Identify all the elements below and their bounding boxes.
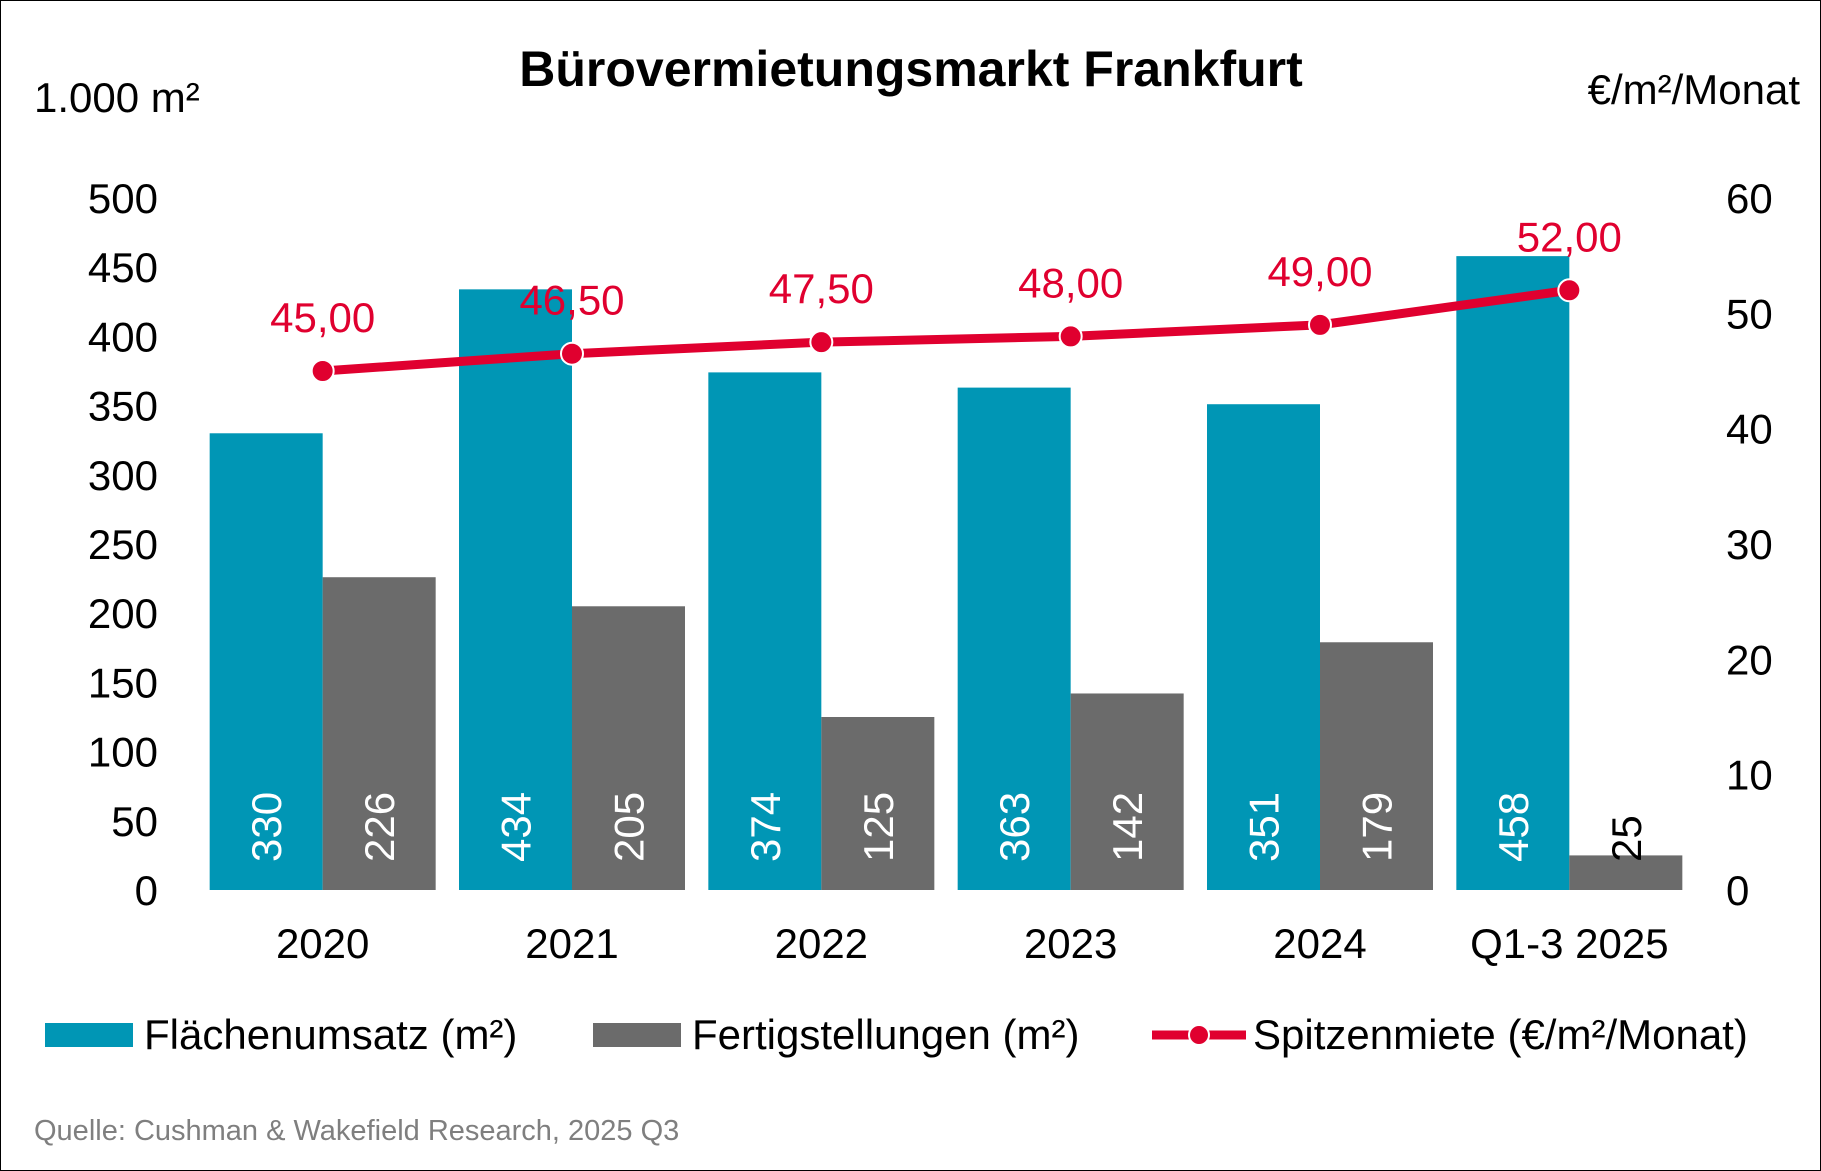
- point-spitzenmiete: [1557, 278, 1582, 303]
- legend-label-flaechenumsatz: Flächenumsatz (m²): [144, 1011, 517, 1058]
- bar-fertigstellungen: [821, 717, 935, 890]
- y-tick-right-label: 30: [1726, 521, 1773, 568]
- y-tick-right-label: 50: [1726, 290, 1773, 337]
- bar-label-fertigstellungen: 25: [1603, 815, 1650, 862]
- y-tick-left-label: 300: [88, 452, 158, 499]
- x-tick-label: 2020: [276, 920, 369, 967]
- bar-label-fertigstellungen: 142: [1104, 792, 1151, 862]
- y-tick-right-label: 40: [1726, 406, 1773, 453]
- x-tick-label: 2024: [1273, 920, 1366, 967]
- y-tick-left-label: 250: [88, 521, 158, 568]
- legend-swatch-flaechenumsatz: [45, 1023, 133, 1047]
- y-axis-left-ticks: 0 50 100 150 200 250 300 350 400 450 500: [88, 175, 158, 914]
- legend-marker-spitzenmiete: [1188, 1024, 1210, 1046]
- legend-item-fertigstellungen: Fertigstellungen (m²): [593, 1011, 1079, 1058]
- y-tick-right-label: 10: [1726, 752, 1773, 799]
- y-tick-left-label: 500: [88, 175, 158, 222]
- bar-label-flaechenumsatz: 458: [1490, 792, 1537, 862]
- legend-item-flaechenumsatz: Flächenumsatz (m²): [45, 1011, 517, 1058]
- point-spitzenmiete: [1058, 324, 1083, 349]
- y-tick-left-label: 100: [88, 729, 158, 776]
- bar-flaechenumsatz: [209, 433, 323, 890]
- data-label-spitzenmiete: 52,00: [1517, 213, 1622, 260]
- y-tick-right-label: 0: [1726, 867, 1749, 914]
- bar-flaechenumsatz: [459, 289, 572, 890]
- bars-layer: 330 226 434 205 374 125 363 142 351 179 458 25: [209, 256, 1683, 890]
- legend-label-fertigstellungen: Fertigstellungen (m²): [692, 1011, 1079, 1058]
- bar-label-flaechenumsatz: 434: [493, 792, 540, 862]
- bar-fertigstellungen: [1070, 693, 1184, 890]
- legend-item-spitzenmiete: Spitzenmiete (€/m²/Monat): [1152, 1011, 1748, 1058]
- y-tick-left-label: 0: [135, 867, 158, 914]
- bar-flaechenumsatz: [1456, 256, 1570, 890]
- bar-flaechenumsatz: [708, 372, 822, 890]
- data-label-spitzenmiete: 47,50: [769, 265, 874, 312]
- y-tick-right-label: 60: [1726, 175, 1773, 222]
- source-note: Quelle: Cushman & Wakefield Research, 20…: [34, 1115, 679, 1147]
- bar-label-fertigstellungen: 226: [356, 792, 403, 862]
- chart-title: Bürovermietungsmarkt Frankfurt: [519, 41, 1303, 97]
- x-tick-label: 2021: [525, 920, 618, 967]
- bar-label-flaechenumsatz: 351: [1241, 792, 1288, 862]
- point-spitzenmiete: [1308, 312, 1332, 337]
- data-label-spitzenmiete: 49,00: [1267, 248, 1372, 295]
- x-tick-label: Q1-3 2025: [1470, 920, 1668, 967]
- bar-flaechenumsatz: [1207, 404, 1320, 890]
- bar-fertigstellungen: [322, 577, 436, 890]
- bar-label-flaechenumsatz: 374: [742, 792, 789, 862]
- x-tick-label: 2022: [775, 920, 868, 967]
- x-axis-ticks: 2020 2021 2022 2023 2024 Q1-3 2025: [276, 920, 1669, 967]
- y-axis-right-label: €/m²/Monat: [1588, 66, 1801, 113]
- line-spitzenmiete: [318, 285, 1574, 376]
- bar-label-fertigstellungen: 205: [606, 792, 653, 862]
- bar-fertigstellungen: [572, 606, 685, 890]
- legend-label-spitzenmiete: Spitzenmiete (€/m²/Monat): [1253, 1011, 1748, 1058]
- data-label-spitzenmiete: 46,50: [519, 277, 624, 324]
- point-spitzenmiete: [310, 359, 335, 383]
- bar-label-flaechenumsatz: 363: [991, 792, 1038, 862]
- y-axis-right-ticks: 0 10 20 30 40 50 60: [1726, 175, 1773, 914]
- data-label-spitzenmiete: 45,00: [270, 294, 375, 341]
- bar-flaechenumsatz: [957, 387, 1071, 890]
- bar-fertigstellungen: [1569, 855, 1683, 890]
- y-tick-left-label: 50: [111, 798, 158, 845]
- bar-label-flaechenumsatz: 330: [243, 792, 290, 862]
- y-tick-right-label: 20: [1726, 636, 1773, 683]
- line-layer: 45,00 46,50 47,50 48,00 49,00 52,00: [270, 213, 1622, 383]
- legend-swatch-fertigstellungen: [593, 1023, 681, 1047]
- legend: Flächenumsatz (m²) Fertigstellungen (m²)…: [45, 1011, 1748, 1058]
- x-tick-label: 2023: [1024, 920, 1117, 967]
- bar-label-fertigstellungen: 179: [1354, 792, 1401, 862]
- y-tick-left-label: 350: [88, 383, 158, 430]
- y-axis-left-label: 1.000 m²: [34, 74, 200, 121]
- y-tick-left-label: 400: [88, 313, 158, 360]
- y-tick-left-label: 150: [88, 659, 158, 706]
- bar-fertigstellungen: [1320, 642, 1433, 890]
- y-tick-left-label: 200: [88, 590, 158, 637]
- bar-label-fertigstellungen: 125: [855, 792, 902, 862]
- y-tick-left-label: 450: [88, 244, 158, 291]
- data-label-spitzenmiete: 48,00: [1018, 259, 1123, 306]
- point-spitzenmiete: [560, 341, 584, 366]
- point-spitzenmiete: [809, 330, 834, 355]
